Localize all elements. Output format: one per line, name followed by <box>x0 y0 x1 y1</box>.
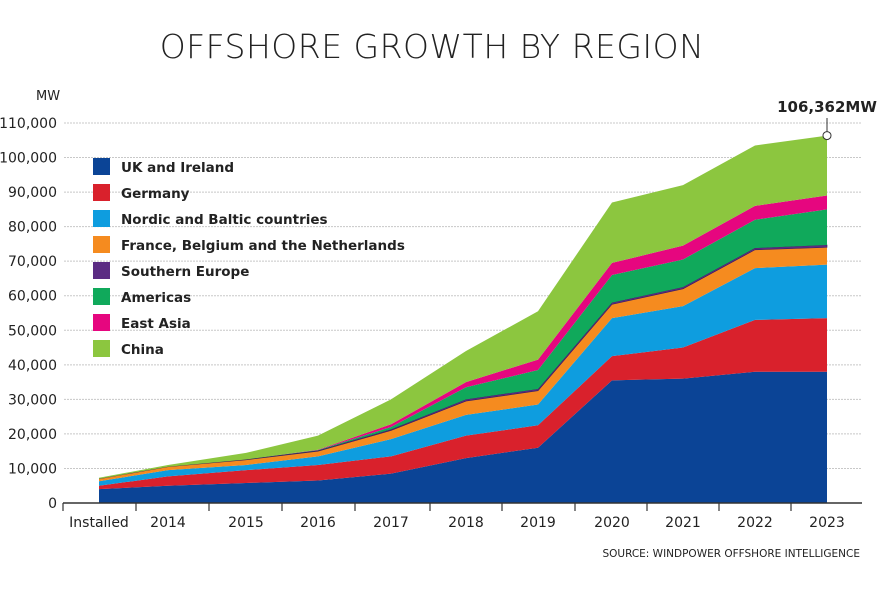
legend-label: Americas <box>121 290 191 306</box>
x-tick-label: 2021 <box>665 515 701 531</box>
y-tick-label: 50,000 <box>8 323 57 339</box>
legend-swatch <box>93 184 110 201</box>
x-tick-label: Installed <box>69 515 129 531</box>
source-note: SOURCE: WINDPOWER OFFSHORE INTELLIGENCE <box>602 548 860 560</box>
y-tick-label: 0 <box>48 496 57 512</box>
legend-label: UK and Ireland <box>121 160 234 176</box>
x-tick-label: 2016 <box>300 515 336 531</box>
x-tick-label: 2019 <box>520 515 556 531</box>
legend-swatch <box>93 210 110 227</box>
x-tick-label: 2015 <box>228 515 264 531</box>
legend-label: France, Belgium and the Netherlands <box>121 238 405 254</box>
y-tick-label: 80,000 <box>8 220 57 236</box>
legend-label: Southern Europe <box>121 264 249 280</box>
y-tick-label: 90,000 <box>8 185 57 201</box>
x-tick-label: 2017 <box>373 515 409 531</box>
y-tick-label: 20,000 <box>8 427 57 443</box>
area-series-1 <box>99 318 827 490</box>
legend-swatch <box>93 262 110 279</box>
legend-swatch <box>93 314 110 331</box>
area-series-6 <box>99 195 827 479</box>
legend-swatch <box>93 158 110 175</box>
area-series-3 <box>99 247 827 482</box>
x-tick-label: 2023 <box>809 515 845 531</box>
y-tick-label: 30,000 <box>8 392 57 408</box>
y-tick-label: 100,000 <box>0 151 57 167</box>
y-tick-label: 10,000 <box>8 461 57 477</box>
x-tick-label: 2018 <box>448 515 484 531</box>
legend-swatch <box>93 236 110 253</box>
legend-item: Southern Europe <box>93 262 249 280</box>
legend-swatch <box>93 288 110 305</box>
legend-label: Nordic and Baltic countries <box>121 212 328 228</box>
area-series-0 <box>99 371 827 503</box>
total-annotation: 106,362MW <box>777 98 877 116</box>
x-tick-label: 2022 <box>737 515 773 531</box>
legend-label: East Asia <box>121 316 191 332</box>
legend-item: Americas <box>93 288 191 306</box>
y-tick-label: 40,000 <box>8 358 57 374</box>
chart-title: OFFSHORE GROWTH BY REGION <box>160 27 705 66</box>
area-series-5 <box>99 209 827 479</box>
area-series-7 <box>99 135 827 479</box>
area-series-2 <box>99 264 827 486</box>
legend-item: UK and Ireland <box>93 158 234 176</box>
legend-item: East Asia <box>93 314 191 332</box>
legend-item: Nordic and Baltic countries <box>93 210 328 228</box>
y-tick-label: 70,000 <box>8 254 57 270</box>
annotation-marker <box>822 131 832 141</box>
legend-label: China <box>121 342 164 358</box>
y-axis-label: MW <box>36 89 60 104</box>
y-tick-label: 60,000 <box>8 289 57 305</box>
legend-item: France, Belgium and the Netherlands <box>93 236 405 254</box>
x-tick-label: 2014 <box>150 515 186 531</box>
y-tick-label: 110,000 <box>0 116 57 132</box>
x-tick-label: 2020 <box>594 515 630 531</box>
legend-label: Germany <box>121 186 190 202</box>
legend-swatch <box>93 340 110 357</box>
legend-item: Germany <box>93 184 190 202</box>
legend-item: China <box>93 340 164 358</box>
